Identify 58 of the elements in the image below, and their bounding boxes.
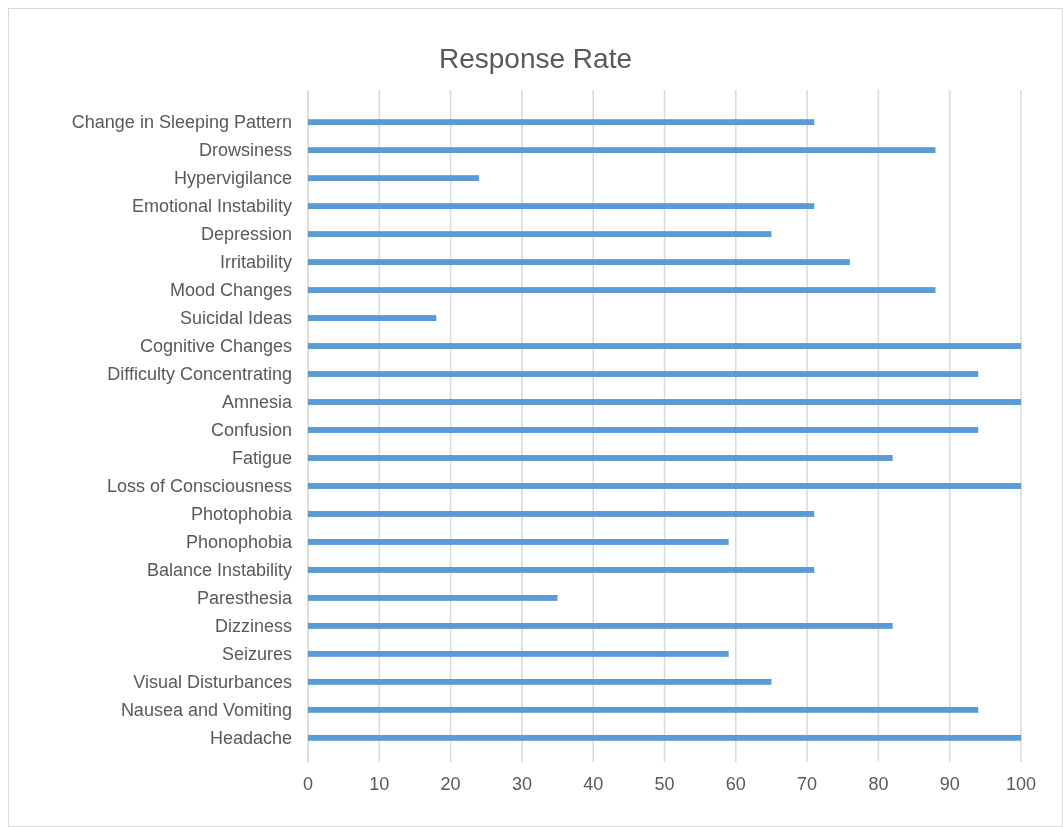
bar [308, 399, 1021, 405]
x-tick-label: 0 [302, 774, 314, 794]
bar [308, 371, 979, 377]
bar [308, 287, 936, 293]
x-tick-label: 10 [369, 774, 390, 794]
y-tick-label: Phonophobia [185, 532, 293, 553]
bar [308, 343, 1021, 349]
x-tick-label: 90 [939, 774, 960, 794]
y-tick-label: Fatigue [231, 448, 292, 469]
bar [308, 119, 815, 126]
bar [308, 147, 936, 154]
y-tick-label: Loss of Consciousness [106, 476, 292, 497]
x-tick-label: 20 [440, 774, 461, 794]
y-tick-label: Balance Instability [146, 560, 292, 581]
y-tick-label: Irritability [219, 252, 292, 273]
y-tick-label: Emotional Instability [131, 196, 292, 217]
bar [308, 315, 437, 321]
y-tick-label: Photophobia [190, 504, 293, 525]
y-tick-label: Change in Sleeping Pattern [71, 112, 292, 133]
bar [308, 678, 772, 685]
bar [308, 511, 815, 517]
bar [308, 175, 480, 182]
y-tick-label: Difficulty Concentrating [107, 364, 292, 385]
bar [308, 483, 1021, 489]
bar [308, 567, 815, 573]
x-tick-label: 70 [797, 774, 818, 794]
chart-title: Response Rate [438, 43, 633, 74]
y-tick-label: Depression [200, 224, 292, 245]
x-tick-label: 30 [511, 774, 532, 794]
y-tick-label: Hypervigilance [173, 168, 292, 189]
x-tick-label: 60 [725, 774, 746, 794]
y-tick-label: Drowsiness [198, 140, 292, 161]
x-tick-label: 100 [1005, 774, 1037, 794]
y-tick-label: Headache [209, 728, 292, 749]
bar [308, 622, 893, 629]
bar [308, 427, 979, 433]
bar [308, 259, 850, 266]
y-tick-label: Nausea and Vomiting [120, 700, 292, 721]
y-tick-label: Seizures [221, 644, 292, 665]
y-tick-label: Cognitive Changes [139, 336, 292, 357]
x-tick-label: 40 [583, 774, 604, 794]
bar [308, 203, 815, 210]
x-tick-label: 80 [868, 774, 889, 794]
x-tick-label: 50 [654, 774, 675, 794]
bar [308, 539, 729, 545]
y-tick-label: Confusion [210, 420, 292, 441]
bar [308, 734, 1021, 741]
y-tick-label: Mood Changes [169, 280, 292, 301]
y-tick-label: Dizziness [214, 616, 292, 637]
bar [308, 650, 729, 657]
y-tick-label: Paresthesia [196, 588, 293, 609]
bar [308, 231, 772, 238]
y-tick-label: Amnesia [221, 392, 293, 413]
y-tick-label: Visual Disturbances [133, 672, 292, 693]
bar [308, 594, 558, 601]
y-tick-label: Suicidal Ideas [179, 308, 292, 329]
bar [308, 455, 893, 461]
bar [308, 706, 979, 713]
